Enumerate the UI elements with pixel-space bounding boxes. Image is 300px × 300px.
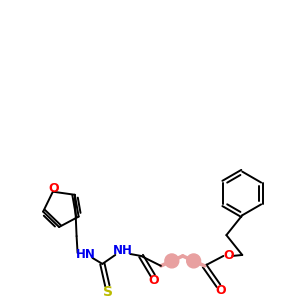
- Text: NH: NH: [113, 244, 133, 257]
- Text: O: O: [149, 274, 159, 287]
- Text: O: O: [223, 250, 234, 262]
- Circle shape: [165, 254, 179, 268]
- Text: O: O: [49, 182, 59, 195]
- Text: O: O: [215, 284, 226, 297]
- Text: S: S: [103, 285, 113, 299]
- Circle shape: [187, 254, 201, 268]
- Text: HN: HN: [76, 248, 95, 262]
